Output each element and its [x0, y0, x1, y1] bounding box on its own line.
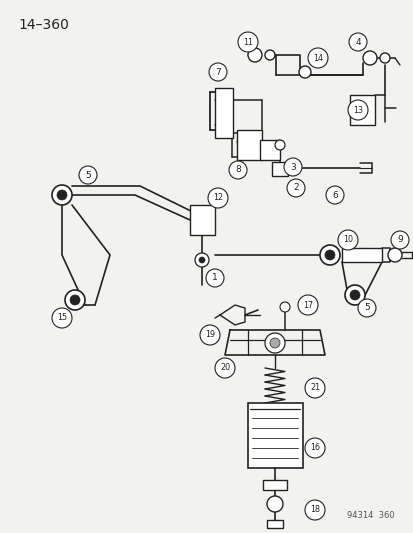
- Text: 14–360: 14–360: [18, 18, 69, 32]
- Bar: [247, 403, 302, 468]
- Circle shape: [379, 53, 389, 63]
- Circle shape: [347, 100, 367, 120]
- Circle shape: [337, 230, 357, 250]
- Text: 12: 12: [212, 193, 223, 203]
- Text: 10: 10: [342, 236, 352, 245]
- Text: 13: 13: [352, 106, 362, 115]
- Circle shape: [357, 299, 375, 317]
- Text: 15: 15: [57, 313, 67, 322]
- Circle shape: [307, 48, 327, 68]
- Text: 3: 3: [290, 163, 295, 172]
- Text: 5: 5: [363, 303, 369, 312]
- Circle shape: [286, 179, 304, 197]
- Bar: [266, 520, 282, 528]
- Circle shape: [304, 500, 324, 520]
- Circle shape: [348, 33, 366, 51]
- Circle shape: [214, 358, 235, 378]
- Text: 18: 18: [309, 505, 319, 514]
- Circle shape: [199, 257, 204, 263]
- Bar: [259, 140, 279, 160]
- Text: 7: 7: [215, 68, 221, 77]
- Circle shape: [247, 48, 261, 62]
- Text: 11: 11: [242, 37, 252, 46]
- Text: 2: 2: [292, 183, 298, 192]
- Circle shape: [387, 248, 401, 262]
- Circle shape: [283, 158, 301, 176]
- Text: 1: 1: [211, 273, 217, 282]
- Circle shape: [298, 66, 310, 78]
- Text: 94314  360: 94314 360: [347, 511, 394, 520]
- Text: 14: 14: [312, 53, 322, 62]
- Circle shape: [266, 496, 282, 512]
- Text: 8: 8: [235, 166, 240, 174]
- Bar: [262, 480, 286, 490]
- Circle shape: [237, 32, 257, 52]
- Circle shape: [79, 166, 97, 184]
- Circle shape: [195, 253, 209, 267]
- Circle shape: [269, 338, 279, 348]
- Bar: [236, 130, 261, 160]
- Circle shape: [362, 51, 376, 65]
- Circle shape: [206, 269, 223, 287]
- Bar: [341, 248, 381, 262]
- Text: 16: 16: [309, 443, 319, 453]
- Circle shape: [279, 302, 289, 312]
- Text: 21: 21: [309, 384, 319, 392]
- Circle shape: [319, 245, 339, 265]
- Circle shape: [390, 231, 408, 249]
- Circle shape: [274, 140, 284, 150]
- Circle shape: [264, 333, 284, 353]
- Circle shape: [70, 295, 80, 305]
- Text: 20: 20: [219, 364, 230, 373]
- Circle shape: [199, 325, 219, 345]
- Circle shape: [228, 161, 247, 179]
- Circle shape: [297, 295, 317, 315]
- Circle shape: [324, 250, 334, 260]
- Bar: [271, 162, 287, 176]
- Text: 9: 9: [396, 236, 402, 245]
- Circle shape: [264, 50, 274, 60]
- Bar: [214, 88, 233, 138]
- Circle shape: [304, 378, 324, 398]
- Circle shape: [344, 285, 364, 305]
- Circle shape: [65, 290, 85, 310]
- Circle shape: [57, 190, 67, 200]
- Text: 19: 19: [204, 330, 214, 340]
- Text: 5: 5: [85, 171, 91, 180]
- Bar: [349, 95, 374, 125]
- Circle shape: [349, 290, 359, 300]
- Circle shape: [209, 63, 226, 81]
- Circle shape: [304, 438, 324, 458]
- Bar: [190, 205, 214, 235]
- Circle shape: [52, 185, 72, 205]
- Text: 17: 17: [302, 301, 312, 310]
- Text: 6: 6: [331, 190, 337, 199]
- Circle shape: [207, 188, 228, 208]
- Text: 4: 4: [354, 37, 360, 46]
- Circle shape: [52, 308, 72, 328]
- Circle shape: [325, 186, 343, 204]
